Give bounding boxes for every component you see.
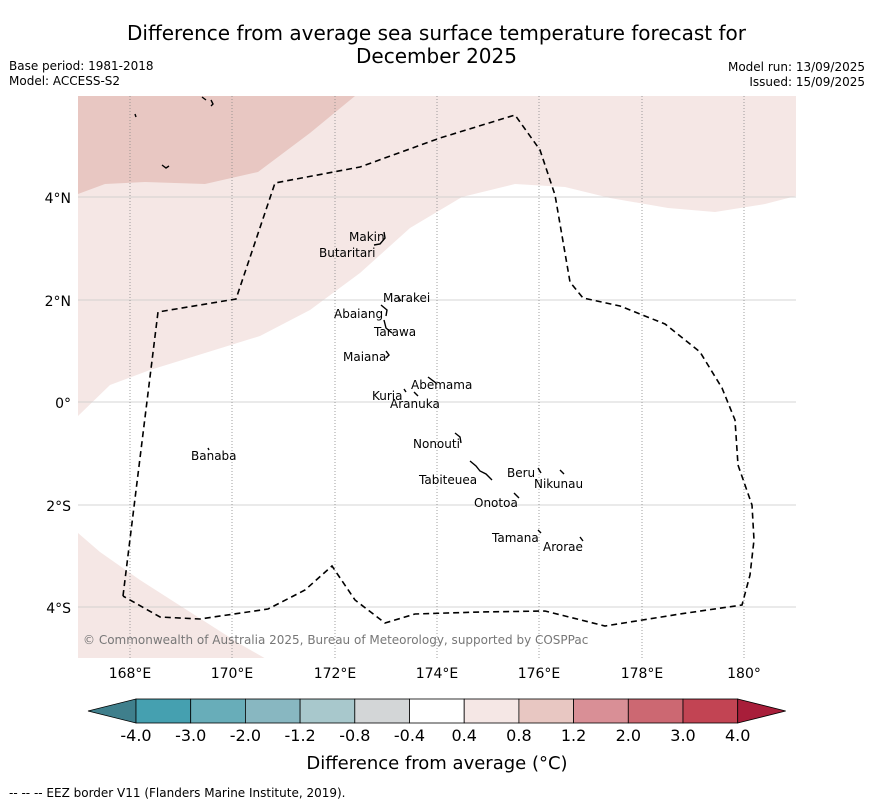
island-shape-nonouti <box>454 432 462 444</box>
colorbar-extend-high <box>737 698 786 724</box>
island-shape-beru <box>537 467 542 474</box>
label-aranuka: Aranuka <box>390 397 440 411</box>
colorbar-tick-label: -2.0 <box>230 726 261 745</box>
colorbar-tick-label: -0.8 <box>339 726 370 745</box>
label-makin: Makin <box>349 230 385 244</box>
colorbar-segment <box>463 698 520 724</box>
island-labels: Makin Butaritari Marakei Abaiang Tarawa … <box>191 230 583 554</box>
lat-tick-2n: 2°N <box>45 294 71 310</box>
title-line-2: December 2025 <box>356 44 517 68</box>
colorbar-segment <box>135 698 192 724</box>
colorbar-segment <box>354 698 410 724</box>
lon-tick-180: 180° <box>727 666 761 682</box>
colorbar-tick-label: -3.0 <box>175 726 206 745</box>
island-shape-abemama <box>427 376 437 384</box>
lat-tick-4n: 4°N <box>45 191 71 207</box>
meta-left: Base period: 1981-2018 Model: ACCESS-S2 <box>9 59 154 89</box>
colorbar-segment <box>190 698 246 724</box>
island-shape-tamana <box>537 529 542 534</box>
map-area: Makin Butaritari Marakei Abaiang Tarawa … <box>78 96 796 658</box>
island-shape-banaba <box>207 447 210 451</box>
colorbar-segment <box>573 698 629 724</box>
chart-title: Difference from average sea surface temp… <box>0 22 873 68</box>
model-name: Model: ACCESS-S2 <box>9 74 121 88</box>
colorbar <box>87 698 786 724</box>
lon-tick-174: 174°E <box>416 666 459 682</box>
lat-tick-4s: 4°S <box>46 601 71 617</box>
colorbar-labels: -4.0 -3.0 -2.0 -1.2 -0.8 -0.4 0.4 0.8 1.2 2.0 3.0 4… <box>120 726 750 745</box>
copyright-notice: © Commonwealth of Australia 2025, Bureau… <box>83 633 588 647</box>
label-banaba: Banaba <box>191 449 237 463</box>
island-shape-abaiang <box>380 304 388 317</box>
label-tamana: Tamana <box>491 531 539 545</box>
label-marakei: Marakei <box>383 291 430 305</box>
colorbar-tick-label: -1.2 <box>284 726 315 745</box>
label-nikunau: Nikunau <box>534 477 583 491</box>
colorbar-segment <box>627 698 684 724</box>
island-shape-nikunau <box>559 469 565 475</box>
label-beru: Beru <box>507 466 535 480</box>
issued-date: Issued: 15/09/2025 <box>749 75 865 89</box>
lon-tick-168: 168°E <box>109 666 152 682</box>
colorbar-segment <box>244 698 301 724</box>
island-shape-maiana <box>385 350 390 359</box>
lon-tick-170: 170°E <box>211 666 254 682</box>
colorbar-segment <box>682 698 739 724</box>
colorbar-tick-label: 3.0 <box>670 726 695 745</box>
anomaly-region-light-north <box>78 96 796 416</box>
colorbar-segment <box>518 698 575 724</box>
lon-tick-172: 172°E <box>314 666 357 682</box>
anomaly-region-light-south <box>78 533 265 658</box>
footnote: -- -- -- EEZ border V11 (Flanders Marine… <box>9 786 346 800</box>
colorbar-tick-label: 0.8 <box>506 726 531 745</box>
title-line-1: Difference from average sea surface temp… <box>126 21 746 45</box>
label-tarawa: Tarawa <box>373 325 416 339</box>
island-shape-northwest-2 <box>134 113 137 118</box>
colorbar-tick-label: 4.0 <box>725 726 750 745</box>
label-butaritari: Butaritari <box>319 246 376 260</box>
colorbar-title: Difference from average (°C) <box>306 753 567 774</box>
label-abemama: Abemama <box>411 378 472 392</box>
island-shape-tarawa <box>383 319 393 334</box>
island-shape-kuria <box>403 388 407 393</box>
lat-tick-0: 0° <box>55 396 71 412</box>
label-onotoa: Onotoa <box>474 496 518 510</box>
island-shape-marakei <box>397 296 402 302</box>
colorbar-segment <box>409 698 465 724</box>
island-shape-onotoa <box>513 492 520 499</box>
eez-border <box>122 114 755 627</box>
colorbar-segment <box>299 698 356 724</box>
meta-right: Model run: 13/09/2025 Issued: 15/09/2025 <box>728 60 865 90</box>
model-run: Model run: 13/09/2025 <box>727 60 865 74</box>
lon-tick-176: 176°E <box>518 666 561 682</box>
gridlines-lon <box>129 96 745 658</box>
label-nonouti: Nonouti <box>413 437 460 451</box>
colorbar-tick-label: 0.4 <box>451 726 476 745</box>
island-shape-northwest-1 <box>201 96 214 107</box>
anomaly-region-mid-north <box>78 96 355 194</box>
island-shape-arorae <box>579 536 584 542</box>
label-maiana: Maiana <box>343 350 386 364</box>
colorbar-tick-label: -0.4 <box>394 726 425 745</box>
label-arorae: Arorae <box>543 540 583 554</box>
island-shapes <box>134 96 584 542</box>
island-shape-butaritari <box>373 231 386 246</box>
island-shape-tabiteuea <box>469 460 493 481</box>
colorbar-extend-low <box>87 698 137 724</box>
label-kuria: Kuria <box>372 389 403 403</box>
base-period: Base period: 1981-2018 <box>9 59 154 73</box>
lon-tick-labels: 168°E 170°E 172°E 174°E 176°E 178°E 180° <box>109 666 761 682</box>
lat-tick-2s: 2°S <box>46 499 71 515</box>
colorbar-tick-label: 1.2 <box>561 726 586 745</box>
label-abaiang: Abaiang <box>334 307 383 321</box>
lon-tick-178: 178°E <box>621 666 664 682</box>
colorbar-tick-label: -4.0 <box>120 726 151 745</box>
lat-tick-labels: 4°N 2°N 0° 2°S 4°S <box>45 191 72 617</box>
label-tabiteuea: Tabiteuea <box>418 473 477 487</box>
island-shape-northwest-3 <box>161 164 170 169</box>
island-shape-aranuka <box>413 391 419 397</box>
colorbar-tick-label: 2.0 <box>616 726 641 745</box>
